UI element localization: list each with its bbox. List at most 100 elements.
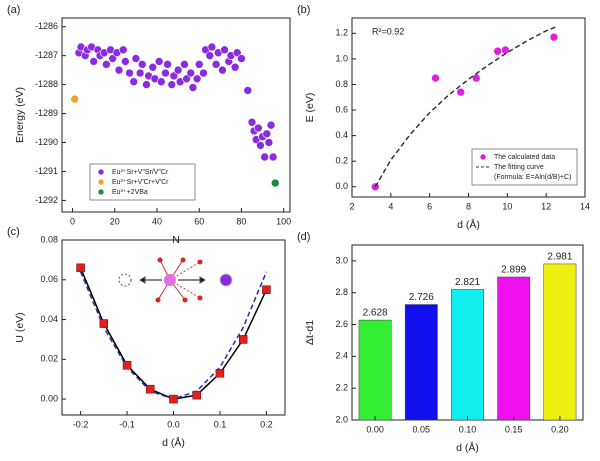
marker [163, 60, 172, 69]
y-tick-label: 2.0 [335, 414, 348, 424]
marker [456, 87, 466, 97]
x-tick-label: 0.05 [413, 424, 431, 434]
marker [262, 285, 271, 294]
bar [497, 276, 531, 421]
y-tick-label: 1.0 [335, 53, 348, 63]
y-tick-label: 2.4 [335, 351, 348, 361]
x-tick-label: 20 [110, 216, 120, 226]
marker [266, 120, 276, 130]
x-tick-label: 14 [580, 201, 590, 211]
marker [232, 48, 242, 58]
marker [479, 153, 487, 161]
x-tick-label: -0.1 [119, 419, 135, 429]
plot-frame [61, 17, 291, 213]
y-tick-label: -1289 [35, 108, 58, 118]
y-tick-label: 0.08 [40, 234, 58, 244]
y-tick-label: 0.8 [335, 79, 348, 89]
x-tick-label: 6 [427, 201, 432, 211]
y-tick-label: 0.4 [335, 130, 348, 140]
inset-diagram [118, 257, 233, 303]
panel-label: (b) [297, 4, 310, 16]
y-tick-label: -1287 [35, 50, 58, 60]
marker [501, 45, 510, 55]
legend-note: (Formula: E=Aln(d/B)+C) [494, 174, 571, 181]
marker [264, 138, 274, 147]
y-tick-label: 0.00 [40, 393, 58, 403]
marker [108, 54, 117, 63]
y-tick-label: 1.2 [335, 28, 348, 38]
legend-box [89, 163, 196, 201]
y-tick-label: 0.6 [335, 104, 348, 114]
marker [431, 73, 440, 83]
y-tick-label: 0.06 [40, 274, 58, 284]
marker [254, 123, 263, 133]
y-tick-label: -1290 [35, 137, 58, 147]
y-tick-label: -1288 [35, 79, 58, 89]
marker [205, 51, 215, 60]
y-tick-label: -1291 [35, 166, 58, 176]
x-tick-label: 0.0 [167, 419, 180, 429]
arrow-head [199, 276, 206, 284]
marker [230, 62, 240, 72]
fit-line [79, 267, 268, 400]
marker [169, 394, 178, 404]
y-tick-label: 0.2 [335, 156, 348, 166]
y-tick-label: 0.02 [40, 354, 58, 364]
marker [211, 60, 221, 69]
marker [188, 83, 198, 92]
marker [89, 57, 98, 66]
marker [549, 32, 559, 42]
legend-label: Eu³⁺Sr+V″Sr/V″Cr [112, 169, 169, 176]
x-axis-label: d (Å) [162, 436, 185, 449]
y-tick-label: 2.2 [335, 383, 348, 393]
marker [114, 65, 124, 75]
fit-line [79, 271, 268, 400]
x-tick-label: 2 [349, 201, 354, 211]
bar-value-label: 2.821 [455, 277, 480, 288]
marker [131, 54, 141, 63]
bar-value-label: 2.981 [547, 252, 572, 263]
x-tick-label: 8 [466, 201, 471, 211]
marker [70, 94, 79, 104]
atom [182, 297, 188, 303]
arrow-head [139, 276, 146, 284]
marker [121, 57, 130, 66]
marker [169, 71, 179, 81]
marker [173, 65, 183, 75]
panel-label: (a) [7, 4, 20, 16]
marker [118, 45, 128, 55]
marker [262, 129, 272, 139]
marker [238, 335, 248, 344]
x-tick-label: 0.15 [505, 424, 523, 434]
atom [197, 259, 203, 265]
x-tick-label: 4 [388, 201, 393, 211]
legend-label: The fitting curve [494, 164, 544, 171]
y-axis-label: U (eV) [14, 312, 26, 342]
legend-label: Eu³⁺+2VBa [112, 189, 148, 196]
y-tick-label: 0.0 [335, 181, 348, 191]
vacancy-site [118, 273, 132, 287]
marker [192, 74, 202, 84]
x-tick-label: 0.20 [551, 424, 569, 434]
marker [76, 263, 85, 273]
marker [142, 80, 151, 89]
marker [137, 60, 147, 69]
x-tick-label: 0 [70, 216, 75, 226]
bar [451, 289, 484, 421]
bar [358, 319, 392, 421]
panel-label: (c) [7, 226, 20, 238]
marker [182, 74, 191, 84]
marker [247, 117, 257, 127]
marker [237, 54, 246, 63]
marker [493, 46, 502, 56]
plot-frame [61, 239, 286, 416]
center-atom [164, 274, 176, 286]
x-tick-label: 0.1 [214, 419, 227, 429]
x-tick-label: 10 [502, 201, 512, 211]
annotation: R²=0.92 [372, 26, 404, 36]
y-tick-label: 2.6 [335, 319, 348, 329]
marker [99, 319, 109, 328]
x-tick-label: 0.10 [459, 424, 477, 434]
y-tick-label: 2.8 [335, 287, 348, 297]
marker [192, 390, 201, 400]
